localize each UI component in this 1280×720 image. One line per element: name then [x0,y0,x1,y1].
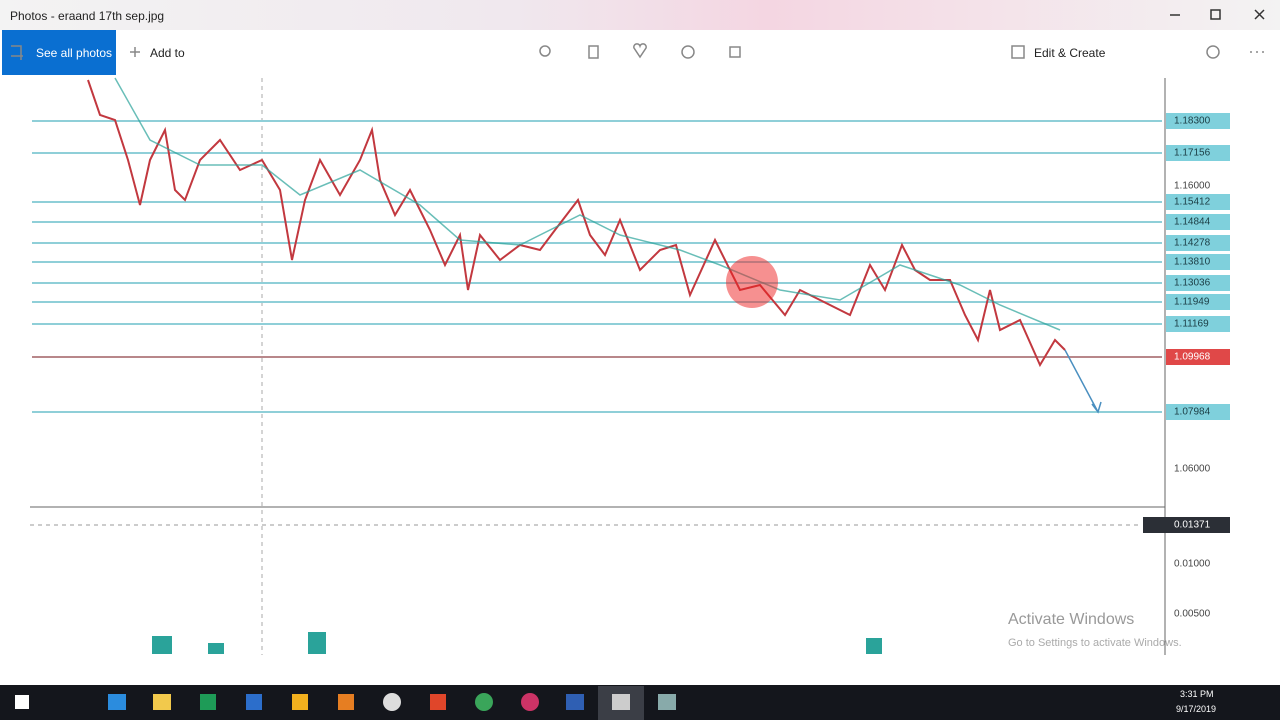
price-label: 1.07984 [1174,407,1211,418]
price-label: 1.11949 [1174,297,1210,308]
add-to-button[interactable]: Add to [150,46,185,60]
window-title: Photos - eraand 17th sep.jpg [10,9,165,23]
price-label: 1.16000 [1174,181,1211,192]
forecast-arrow [1064,349,1102,414]
price-tag [1143,517,1230,533]
price-label: 1.14278 [1174,238,1211,249]
clock-time: 3:31 PM [1180,689,1214,699]
taskbar: 3:31 PM 9/17/2019 [0,685,1280,720]
price-tag [1166,214,1230,230]
price-label: 1.06000 [1174,464,1211,475]
edit-create-button[interactable]: Edit & Create [1034,46,1106,60]
price-label: 1.18300 [1174,116,1211,127]
price-tag [1166,113,1230,129]
price-tag [1166,145,1230,161]
price-label: 1.13036 [1174,278,1211,289]
price-tag [1166,349,1230,365]
see-all-button[interactable]: See all photos [2,30,116,75]
toolbar: See all photos Add to Edit & Create [0,30,1280,75]
price-label: 1.09968 [1174,352,1211,363]
watermark-title: Activate Windows [1008,611,1134,628]
title-bar: Photos - eraand 17th sep.jpg [0,0,1280,30]
price-label: 1.15412 [1174,197,1211,208]
price-tag [1166,235,1230,251]
price-label: 1.11169 [1174,319,1209,330]
volume-bars [152,632,882,654]
watermark-subtitle: Go to Settings to activate Windows. [1008,637,1182,649]
price-label: 0.00500 [1174,609,1211,620]
price-candles [87,79,1066,368]
clock-date: 9/17/2019 [1176,704,1217,714]
price-tag [1166,316,1230,332]
price-label: 1.14844 [1174,217,1211,228]
moving-average [114,77,1061,331]
see-all-label[interactable]: See all photos [36,46,113,60]
price-tag [1166,294,1230,310]
price-tag [1166,404,1230,420]
price-label: 0.01000 [1174,559,1211,570]
price-tag [1166,275,1230,291]
price-label: 1.13810 [1174,257,1211,268]
price-label: 1.17156 [1174,148,1211,159]
price-label: 0.01371 [1174,520,1211,531]
highlight-blob [726,256,778,308]
price-tag [1166,194,1230,210]
price-tag [1166,254,1230,270]
